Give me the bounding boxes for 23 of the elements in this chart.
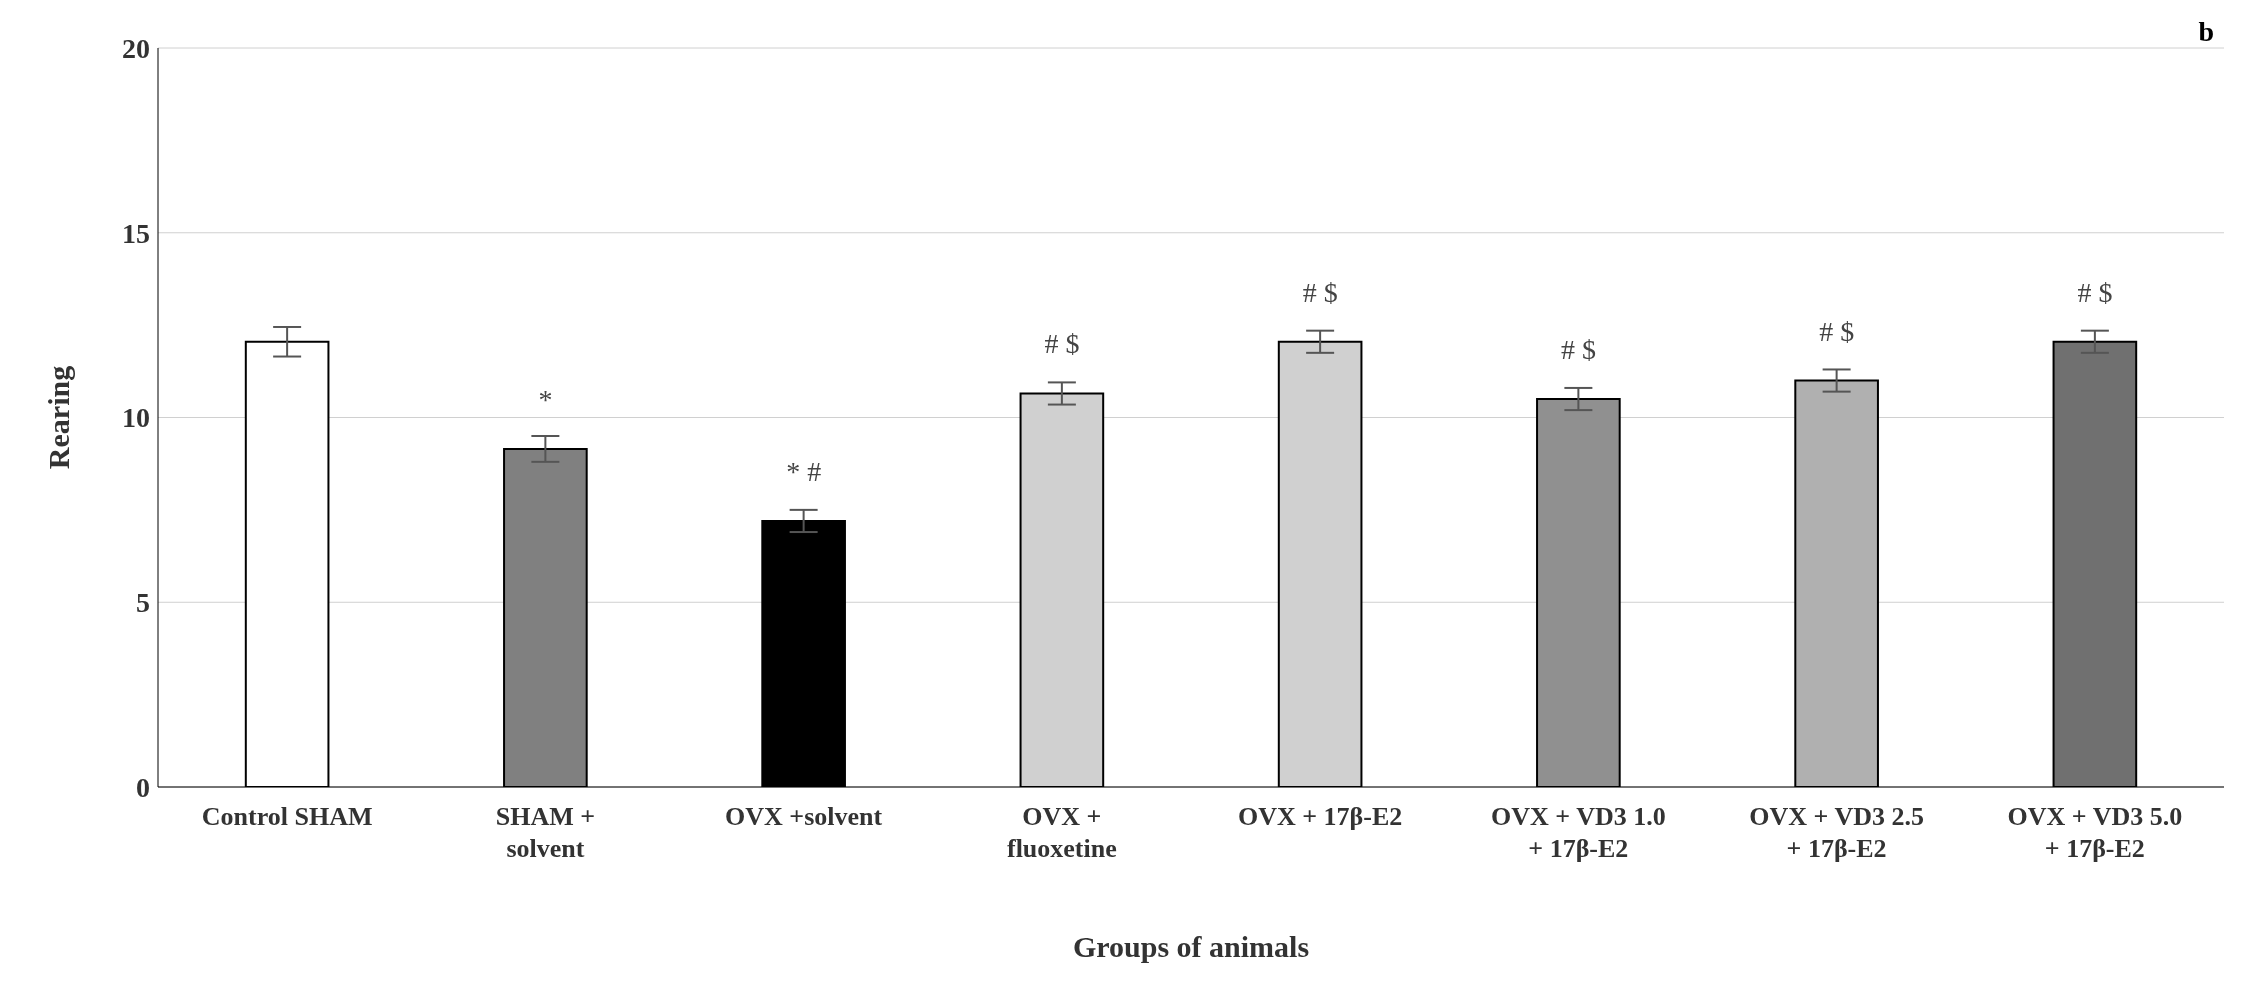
y-tick-label: 10 [122,402,150,434]
x-tick-label: SHAM + solvent [495,802,596,863]
annotation: # $ [1560,334,1596,366]
annotation: # $ [1044,328,1080,360]
x-tick-label: OVX + 17β-E2 [1237,802,1403,831]
x-tick-label: OVX + VD3 2.5 + 17β-E2 [1749,802,1924,863]
y-tick-label: 0 [136,771,150,803]
x-tick-label: OVX + VD3 1.0 + 17β-E2 [1491,802,1666,863]
annotation: # $ [1302,276,1338,308]
x-tick-label: OVX + VD3 5.0 + 17β-E2 [2007,802,2183,863]
annotation: * [538,383,553,415]
x-tick-label: Control SHAM [201,802,373,831]
x-tick-label: OVX + fluoxetine [1006,802,1117,863]
text: b [2198,16,2214,48]
y-tick-label: 20 [122,32,150,64]
y-tick-label: 5 [136,587,150,619]
annotation: # $ [1819,315,1855,347]
x-axis-title: Groups of animals [1072,930,1310,963]
annotation: * # [786,455,822,487]
y-axis-title: Rearing [41,365,75,470]
annotation: # $ [2077,276,2113,308]
y-tick-label: 15 [122,217,150,249]
x-tick-label: OVX +solvent [725,802,883,831]
